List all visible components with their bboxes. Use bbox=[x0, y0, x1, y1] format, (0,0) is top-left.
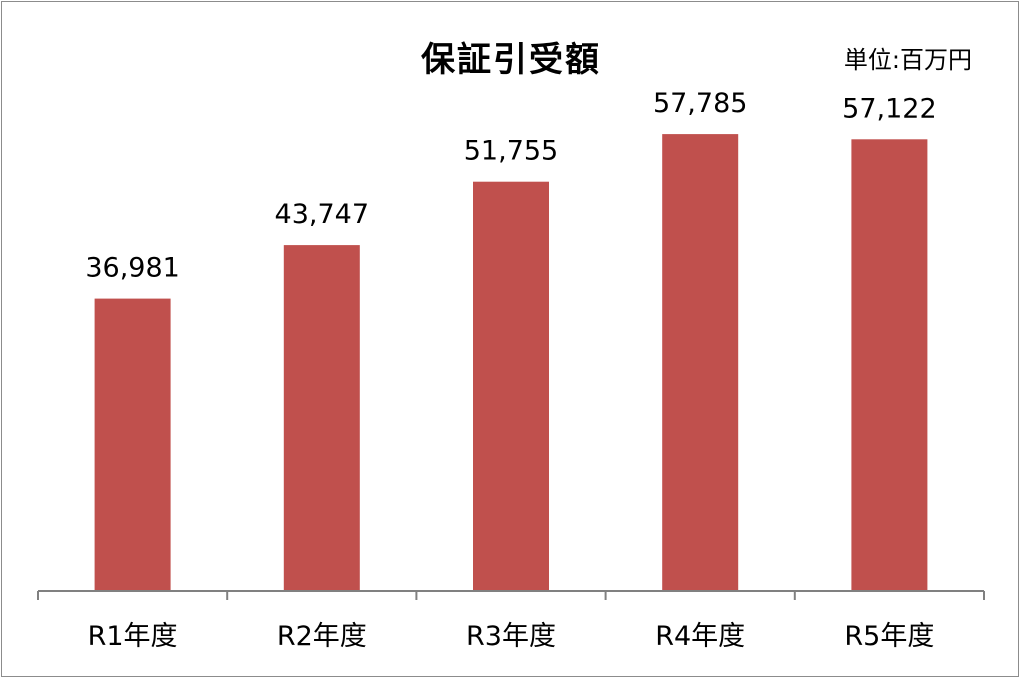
x-tick-label: R5年度 bbox=[844, 621, 934, 652]
bar bbox=[662, 134, 739, 591]
x-tick-label: R3年度 bbox=[466, 621, 556, 652]
data-label: 51,755 bbox=[464, 136, 558, 167]
x-tick-label: R1年度 bbox=[88, 621, 178, 652]
bar bbox=[283, 245, 360, 591]
chart-title: 保証引受額 bbox=[421, 40, 601, 80]
x-tick-label: R2年度 bbox=[277, 621, 367, 652]
bar bbox=[94, 298, 171, 591]
data-label: 57,122 bbox=[842, 93, 936, 124]
x-tick-label: R4年度 bbox=[655, 621, 745, 652]
data-label: 36,981 bbox=[85, 253, 179, 284]
unit-label: 単位:百万円 bbox=[843, 46, 972, 74]
data-label: 43,747 bbox=[275, 199, 369, 230]
bar bbox=[851, 139, 928, 592]
data-label: 57,785 bbox=[653, 88, 747, 119]
bar bbox=[473, 181, 549, 591]
